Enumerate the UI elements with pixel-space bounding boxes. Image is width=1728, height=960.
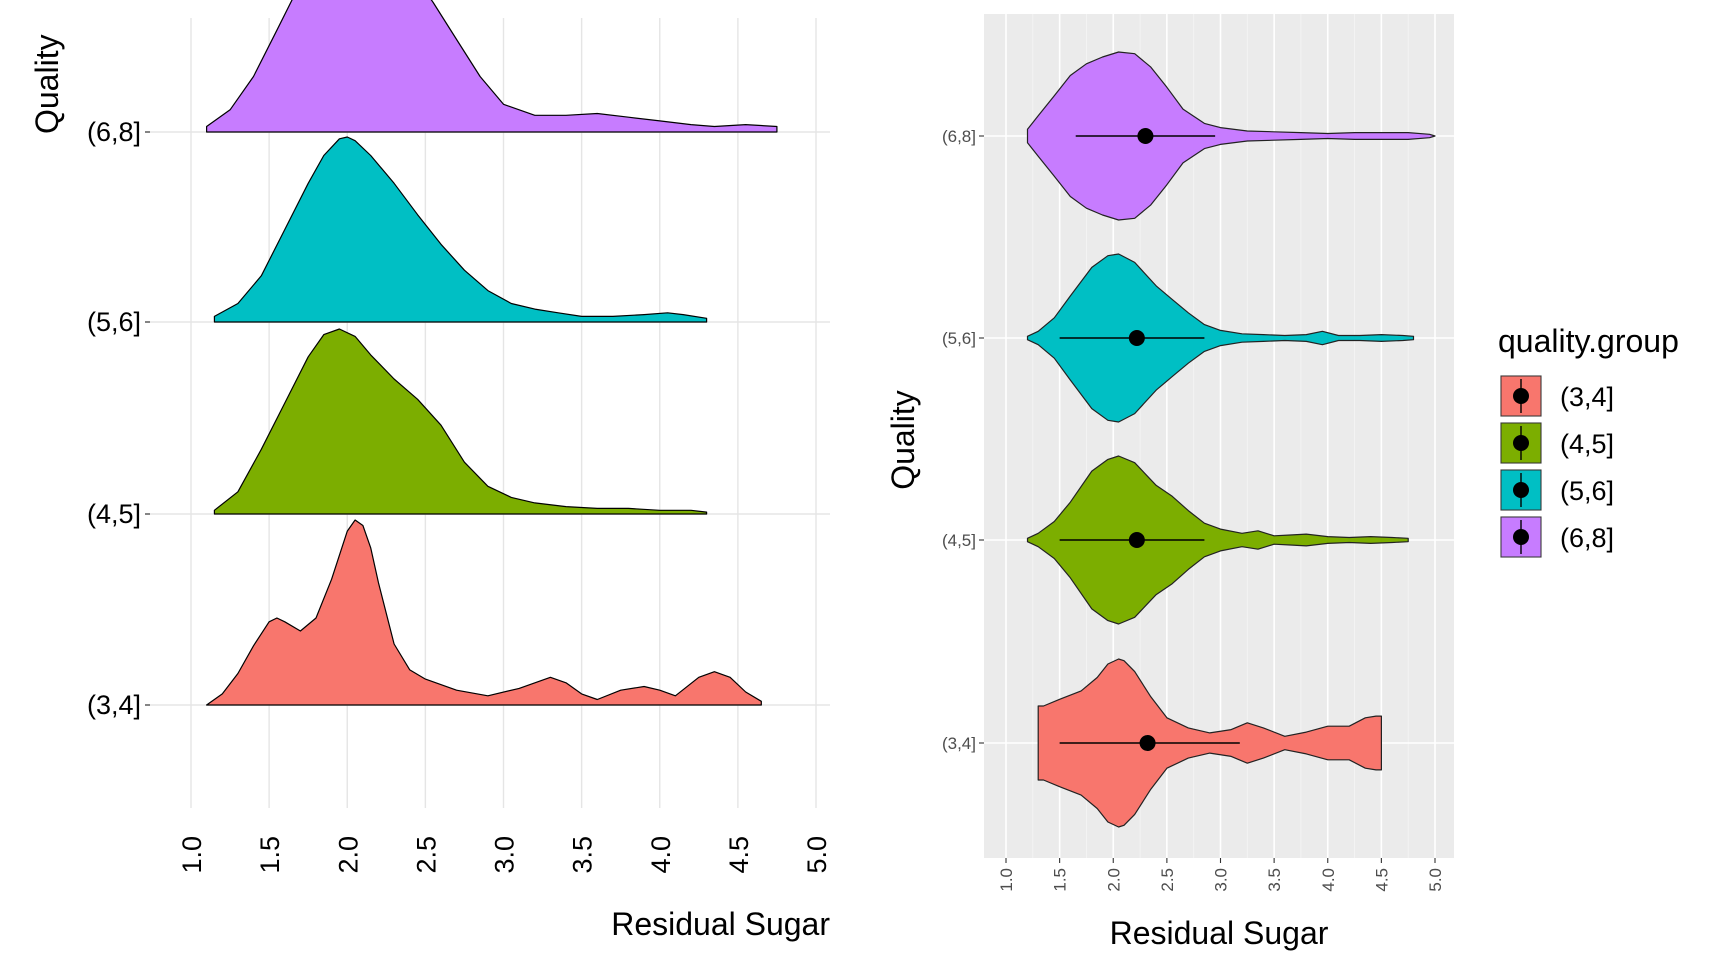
ridge-x-tick-label: 2.0 xyxy=(333,836,363,874)
violin-6-8 xyxy=(1026,51,1436,221)
ridge-x-tick-label: 4.0 xyxy=(646,836,676,874)
ridge-area-6-8 xyxy=(206,0,778,133)
violin-mean-point-4-5 xyxy=(1128,532,1145,548)
violin-x-tick-label: 4.0 xyxy=(1319,868,1338,892)
violin-mean-point-3-4 xyxy=(1139,735,1156,751)
ridge-area-5-6 xyxy=(213,136,708,323)
legend-key-point xyxy=(1513,388,1529,404)
ridge-area-3-4 xyxy=(206,519,762,706)
violin-y-tick-label: (6,8] xyxy=(942,127,976,146)
violin-x-tick-label: 3.5 xyxy=(1265,868,1284,892)
violin-y-tick-label: (4,5] xyxy=(942,531,976,550)
legend-key-point xyxy=(1513,482,1529,498)
ridge-y-tick-label: (5,6] xyxy=(87,307,141,337)
ridge-x-tick-label: 3.5 xyxy=(568,836,598,874)
violin-x-tick-label: 2.0 xyxy=(1104,868,1123,892)
violin-x-tick-label: 5.0 xyxy=(1426,868,1445,892)
violin-y-tick-label: (3,4] xyxy=(942,734,976,753)
ridge-y-axis-title: Quality xyxy=(29,34,65,134)
ridge-y-tick-label: (3,4] xyxy=(87,690,141,720)
legend-key-point xyxy=(1513,435,1529,451)
ridge-x-tick-label: 5.0 xyxy=(802,836,832,874)
ridge-x-tick-label: 3.0 xyxy=(490,836,520,874)
ridge-x-tick-label: 1.0 xyxy=(177,836,207,874)
violin-5-6 xyxy=(1026,253,1415,423)
legend-label: (4,5] xyxy=(1560,429,1614,459)
violin-x-tick-label: 3.0 xyxy=(1212,868,1231,892)
legend-key-point xyxy=(1513,529,1529,545)
violin-x-tick-label: 2.5 xyxy=(1158,868,1177,892)
violin-x-tick-label: 4.5 xyxy=(1372,868,1391,892)
ridgeline-density-plot: (3,4] (4,5] (5,6] (6,8] 1.0 1.5 2.0 2.5 3.0 3.5 4… xyxy=(29,0,832,942)
ridge-area-4-5 xyxy=(213,328,708,515)
ridge-y-tick-labels: (3,4] (4,5] (5,6] (6,8] xyxy=(87,117,150,720)
violin-x-tick-label: 1.0 xyxy=(997,868,1016,892)
violin-x-tick-labels: 1.0 1.5 2.0 2.5 3.0 3.5 4.0 4.5 5.0 xyxy=(997,858,1445,892)
violin-plot: (3,4] (4,5] (5,6] (6,8] 1.0 1.5 2.0 2.5 3.0 3.5 4… xyxy=(885,14,1454,951)
ridge-y-tick-label: (4,5] xyxy=(87,499,141,529)
ridge-x-tick-label: 4.5 xyxy=(724,836,754,874)
violin-y-axis-title: Quality xyxy=(885,390,921,490)
legend: quality.group (3,4] (4,5] (5,6] (6,8] xyxy=(1498,323,1679,558)
ridge-x-axis-title: Residual Sugar xyxy=(611,906,830,942)
ridge-x-tick-label: 2.5 xyxy=(411,836,441,874)
violin-mean-intervals xyxy=(1059,128,1240,751)
ridge-y-tick-label: (6,8] xyxy=(87,117,141,147)
ridge-x-tick-label: 1.5 xyxy=(255,836,285,874)
violin-y-tick-label: (5,6] xyxy=(942,329,976,348)
violin-x-tick-label: 1.5 xyxy=(1051,868,1070,892)
legend-label: (6,8] xyxy=(1560,523,1614,553)
ridge-density-areas xyxy=(206,0,778,706)
violin-y-tick-labels: (3,4] (4,5] (5,6] (6,8] xyxy=(942,127,984,753)
violin-4-5 xyxy=(1026,455,1409,625)
violin-mean-point-5-6 xyxy=(1128,330,1145,346)
legend-title: quality.group xyxy=(1498,323,1679,359)
legend-label: (5,6] xyxy=(1560,476,1614,506)
legend-entries: (3,4] (4,5] (5,6] (6,8] xyxy=(1500,375,1614,558)
legend-label: (3,4] xyxy=(1560,382,1614,412)
ridge-horizontal-gridlines xyxy=(150,131,830,706)
violin-x-axis-title: Residual Sugar xyxy=(1110,915,1329,951)
violin-mean-point-6-8 xyxy=(1137,128,1154,144)
ridge-x-tick-labels: 1.0 1.5 2.0 2.5 3.0 3.5 4.0 4.5 5.0 xyxy=(177,836,832,874)
